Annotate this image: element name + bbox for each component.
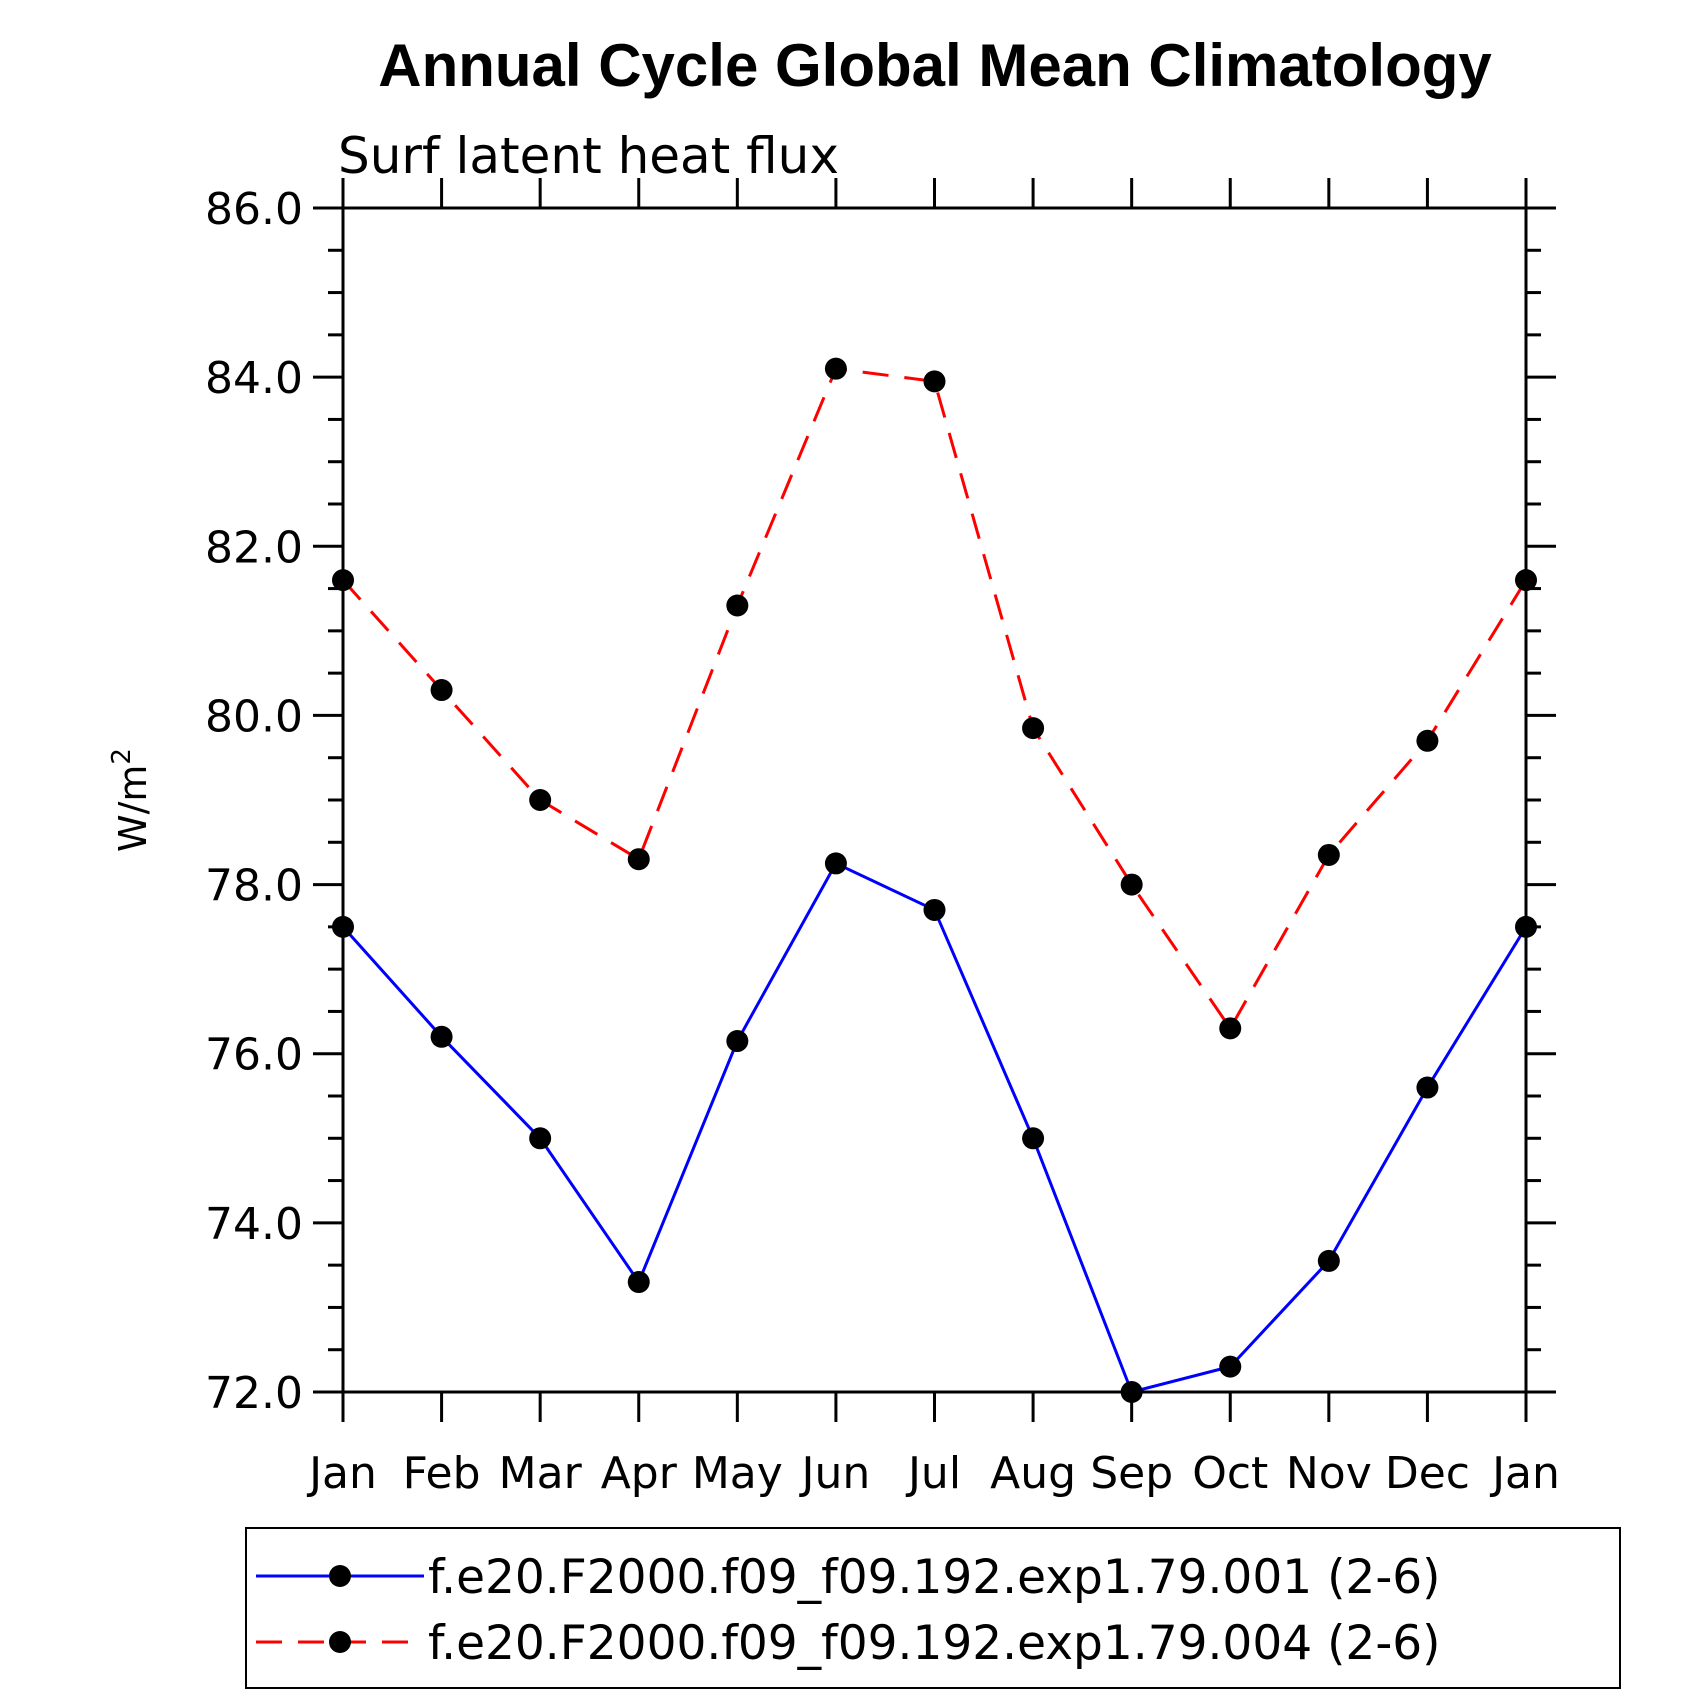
x-tick-label: Oct [1192, 1448, 1268, 1499]
chart-title: Annual Cycle Global Mean Climatology [378, 32, 1492, 99]
x-tick-label: Dec [1385, 1448, 1470, 1499]
series-2-point [529, 789, 552, 811]
series-2-point [1120, 873, 1143, 896]
x-tick-label: May [692, 1448, 783, 1499]
series-layer [332, 357, 1537, 1403]
y-tick-label: 86.0 [205, 184, 303, 235]
series-line-1 [341, 861, 1528, 1394]
x-tick-label: Nov [1286, 1448, 1372, 1499]
series-1-point [824, 852, 847, 875]
series-2-point [923, 370, 946, 393]
tick-layer [313, 178, 1556, 1422]
x-tick-label: Jan [1489, 1448, 1560, 1499]
y-tick-label: 82.0 [205, 522, 303, 573]
series-1-point [627, 1271, 650, 1294]
series-2-point [824, 357, 847, 380]
y-tick-label: 78.0 [205, 861, 303, 912]
series-1-point [726, 1030, 749, 1053]
legend-label-1: f.e20.F2000.f09_f09.192.exp1.79.001 (2-6… [428, 1550, 1441, 1605]
x-tick-label: Apr [601, 1448, 678, 1499]
x-tick-label: Feb [403, 1448, 481, 1499]
legend-marker-2 [329, 1631, 351, 1653]
series-1-point [1219, 1355, 1242, 1378]
chart-subtitle: Surf latent heat flux [338, 127, 839, 185]
series-1-point [1022, 1127, 1045, 1150]
legend-marker-1 [329, 1565, 351, 1587]
x-tick-label: Aug [990, 1448, 1076, 1499]
legend-box [245, 1527, 1621, 1689]
y-tick-label: 76.0 [205, 1030, 303, 1081]
legend-label-2: f.e20.F2000.f09_f09.192.exp1.79.004 (2-6… [428, 1616, 1441, 1671]
y-tick-label: 74.0 [205, 1199, 303, 1250]
series-1-point [430, 1025, 453, 1048]
series-2-point [1317, 843, 1340, 866]
y-tick-labels: 72.0 74.0 76.0 78.0 80.0 82.0 84.0 86.0 [205, 184, 303, 1419]
series-1-point [923, 898, 946, 921]
x-tick-label: Jan [306, 1448, 377, 1499]
series-2-point [627, 848, 650, 871]
x-tick-labels: Jan Feb Mar Apr May Jun Jul Aug Sep Oct Nov Dec Jan [306, 1448, 1560, 1499]
y-tick-label: 80.0 [205, 691, 303, 742]
series-1-point [529, 1127, 552, 1150]
x-tick-label: Jun [799, 1448, 871, 1499]
x-tick-label: Sep [1090, 1448, 1173, 1499]
series-line-2 [341, 367, 1528, 1032]
legend: f.e20.F2000.f09_f09.192.exp1.79.001 (2-6… [256, 1550, 1441, 1671]
x-tick-label: Mar [499, 1448, 583, 1499]
y-axis-label-exponent: 2 [107, 748, 137, 765]
series-1-point [1317, 1249, 1340, 1272]
y-tick-label: 84.0 [205, 353, 303, 404]
series-2-point [1219, 1017, 1242, 1040]
series-1-point [1416, 1076, 1439, 1099]
series-2-point [430, 679, 453, 702]
x-tick-label: Jul [905, 1448, 961, 1499]
y-tick-label: 72.0 [205, 1368, 303, 1419]
series-2-point [1416, 729, 1439, 752]
y-axis-label: W/m2 [107, 748, 155, 852]
series-2-point [1022, 717, 1045, 740]
series-2-point [726, 594, 749, 617]
y-axis-label-unit: W/m [111, 765, 155, 852]
